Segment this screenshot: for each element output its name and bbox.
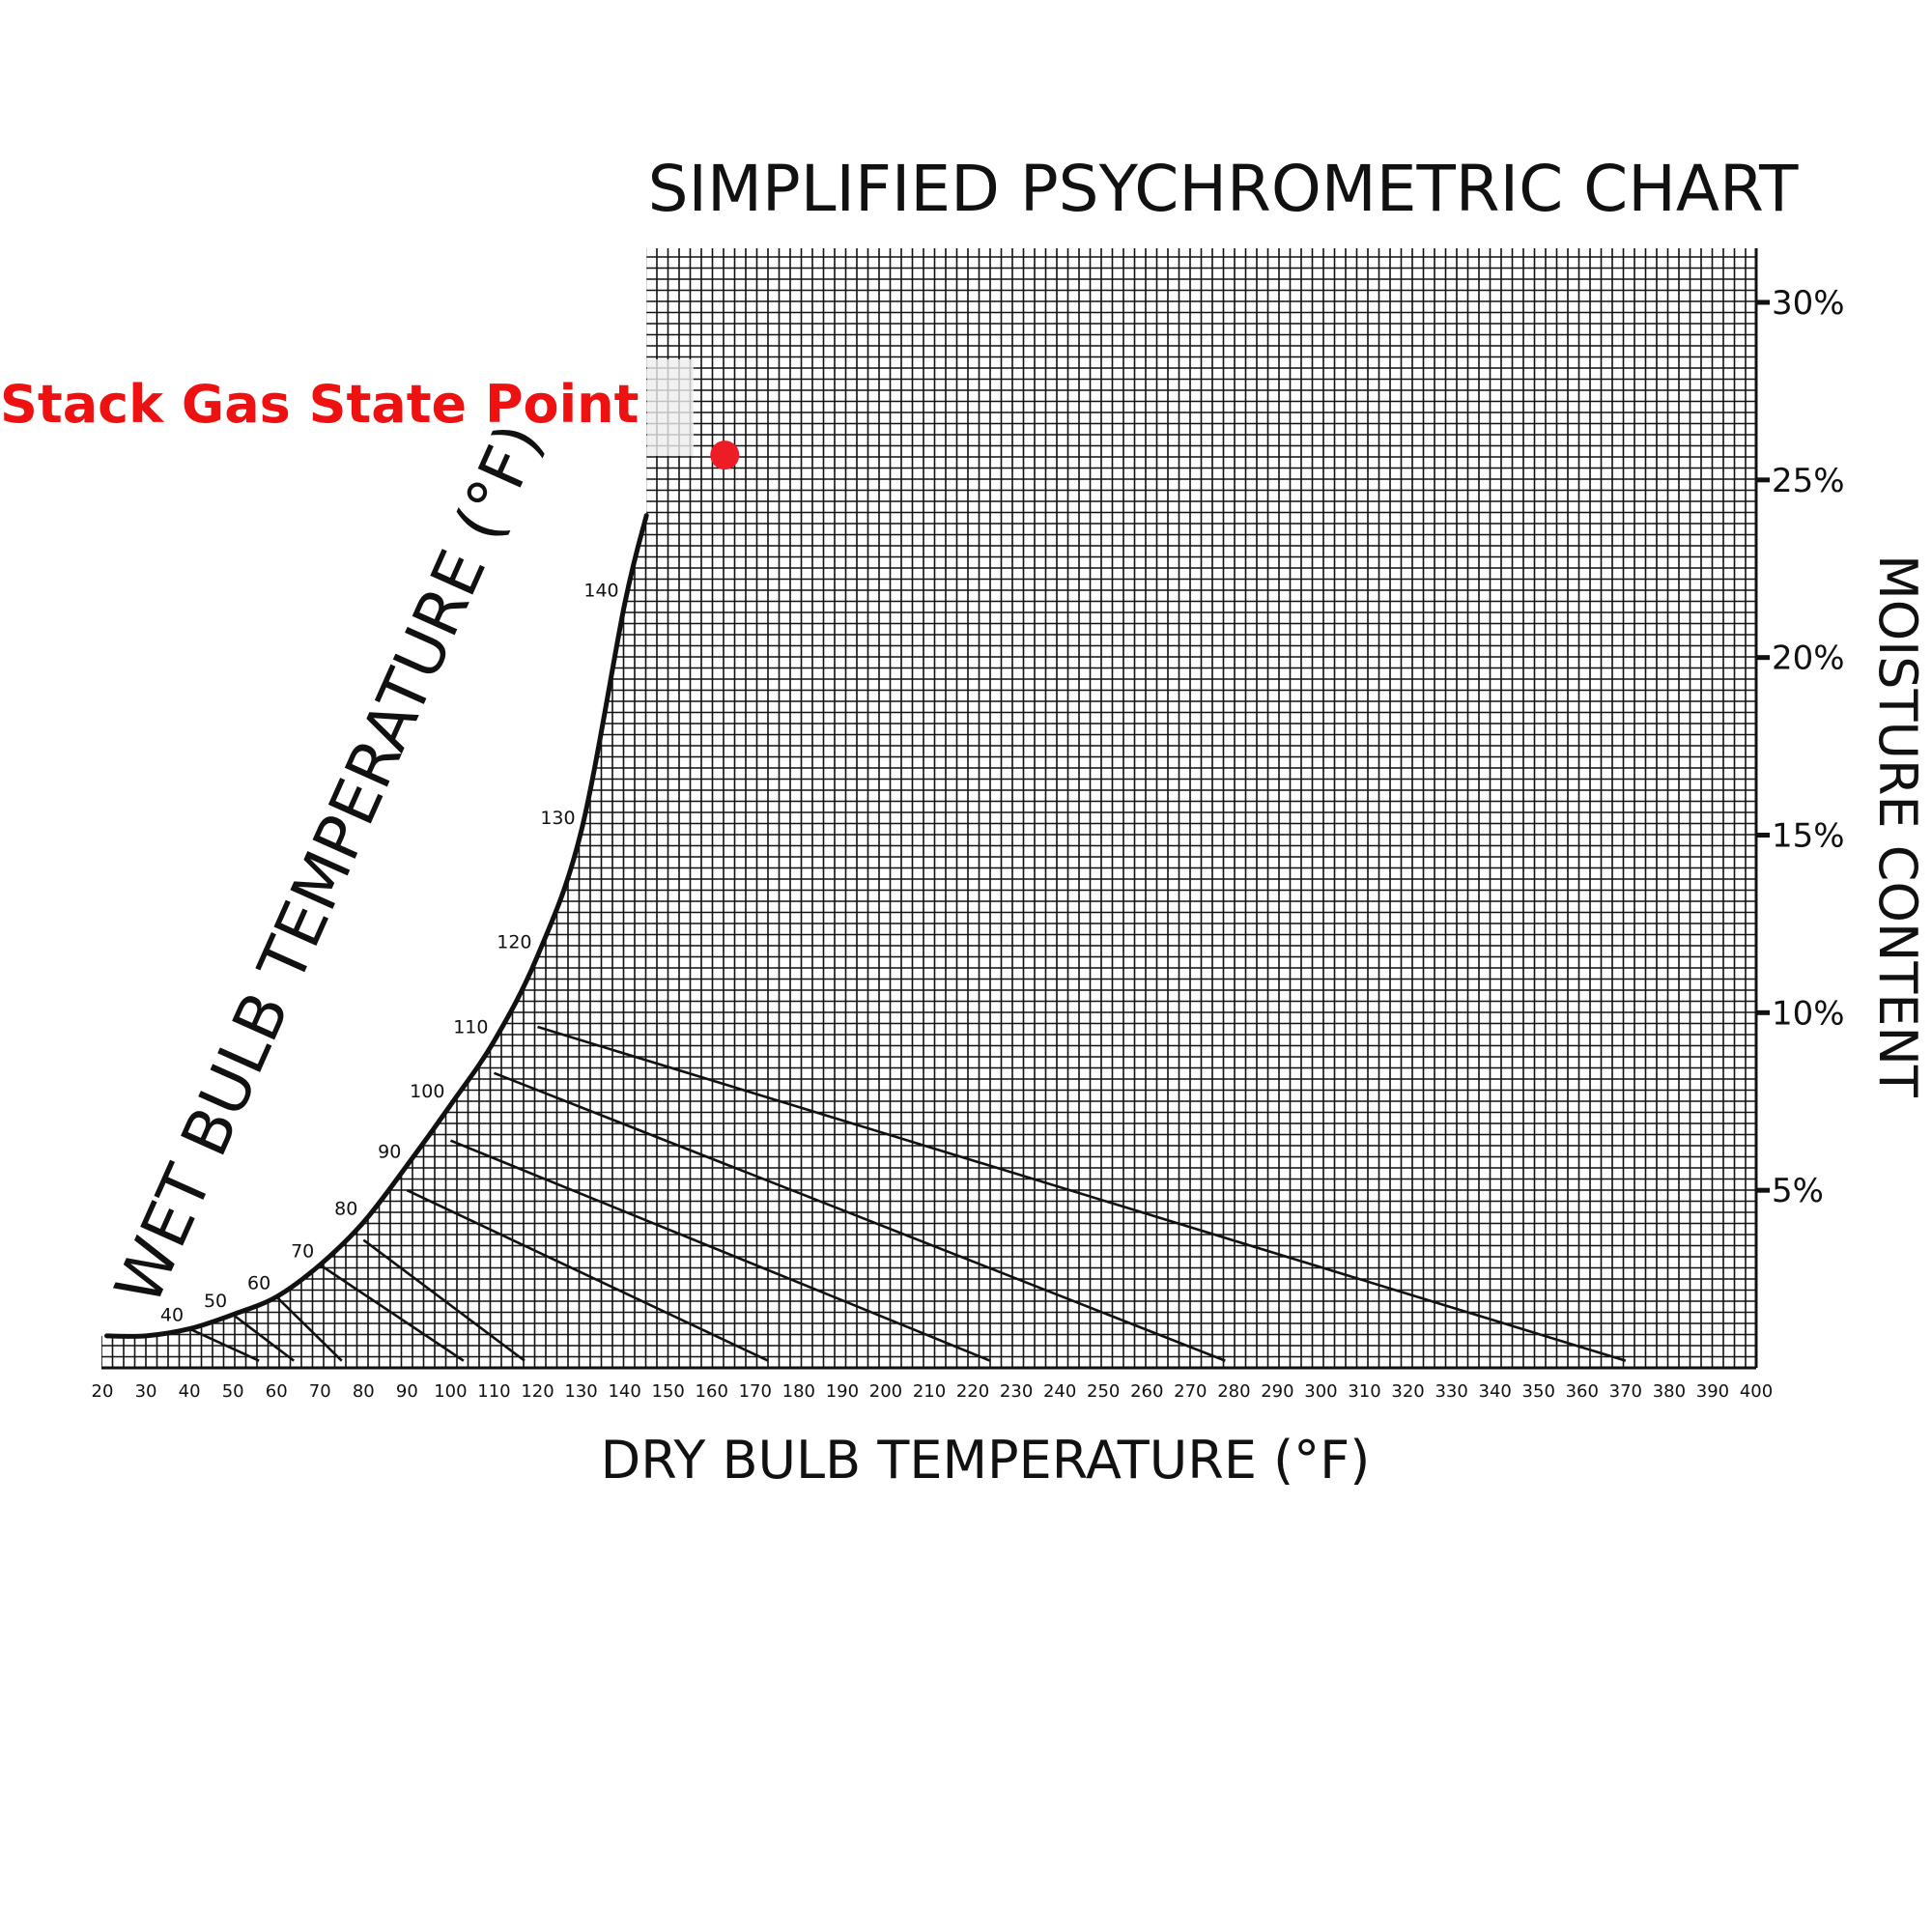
wet-bulb-label-110: 110: [453, 1017, 488, 1038]
x-tick-label: 40: [179, 1381, 201, 1402]
wet-bulb-line-90: [406, 1188, 769, 1362]
x-tick-label: 360: [1566, 1381, 1599, 1402]
wet-bulb-label-80: 80: [334, 1198, 357, 1219]
x-tick-label: 310: [1348, 1381, 1380, 1402]
y-ticks: 30% 25% 20% 15% 10% 5%: [1756, 284, 1845, 1210]
wet-bulb-line-80: [362, 1238, 526, 1362]
annotation-label: Stack Gas State Point: [0, 374, 639, 435]
saturation-curve: [104, 513, 649, 1339]
x-tick-label: 300: [1304, 1381, 1337, 1402]
x-tick-label: 210: [913, 1381, 946, 1402]
wet-bulb-label-60: 60: [247, 1272, 270, 1293]
x-tick-label: 110: [477, 1381, 510, 1402]
wet-bulb-label-90: 90: [378, 1141, 401, 1162]
chart-axes: [101, 248, 1758, 1370]
x-tick-label: 240: [1043, 1381, 1076, 1402]
x-tick-label: 270: [1174, 1381, 1207, 1402]
y-tick-label: 25%: [1772, 462, 1845, 500]
x-tick-label: 370: [1609, 1381, 1642, 1402]
wet-bulb-line-60: [275, 1295, 343, 1362]
x-tick-label: 70: [309, 1381, 331, 1402]
y-tick-label: 10%: [1772, 994, 1845, 1033]
x-tick-label: 400: [1740, 1381, 1773, 1402]
x-tick-label: 90: [396, 1381, 418, 1402]
x-tick-label: 350: [1522, 1381, 1555, 1402]
y-tick-label: 20%: [1772, 639, 1845, 678]
x-tick-label: 120: [521, 1381, 554, 1402]
wet-bulb-label-40: 40: [160, 1305, 184, 1326]
x-tick-label: 330: [1435, 1381, 1467, 1402]
x-tick-label: 140: [608, 1381, 640, 1402]
wet-bulb-label-100: 100: [410, 1081, 444, 1102]
x-tick-label: 160: [696, 1381, 728, 1402]
stack-gas-state-point: [710, 440, 740, 470]
wet-bulb-label-50: 50: [204, 1291, 227, 1312]
x-tick-label: 30: [135, 1381, 157, 1402]
x-tick-label: 280: [1217, 1381, 1250, 1402]
x-tick-label: 50: [222, 1381, 244, 1402]
y-tick-label: 30%: [1772, 284, 1845, 323]
wet-bulb-line-120: [537, 1025, 1627, 1362]
wet-bulb-line-40: [188, 1327, 260, 1362]
x-tick-label: 100: [434, 1381, 467, 1402]
x-tick-label: 200: [869, 1381, 902, 1402]
x-tick-label: 20: [92, 1381, 114, 1402]
wet-bulb-line-70: [319, 1264, 465, 1362]
x-tick-label: 80: [353, 1381, 375, 1402]
data-points: [710, 440, 740, 470]
x-tick-label: 260: [1130, 1381, 1163, 1402]
wet-bulb-axis-label: WET BULB TEMPERATURE (°F): [100, 412, 556, 1315]
y-tick-label: 15%: [1772, 817, 1845, 856]
wet-bulb-label-140: 140: [583, 581, 618, 602]
wet-bulb-label-130: 130: [540, 808, 575, 829]
x-tick-label: 220: [956, 1381, 989, 1402]
x-tick-label: 230: [1000, 1381, 1033, 1402]
x-tick-label: 180: [782, 1381, 815, 1402]
x-tick-label: 150: [652, 1381, 685, 1402]
x-tick-label: 190: [826, 1381, 859, 1402]
x-tick-label: 130: [564, 1381, 597, 1402]
x-axis-label: DRY BULB TEMPERATURE (°F): [601, 1430, 1371, 1491]
saturation-curve-group: [104, 513, 649, 1339]
x-tick-label: 250: [1087, 1381, 1120, 1402]
x-tick-label: 390: [1696, 1381, 1729, 1402]
wet-bulb-labels: 40 50 60 70 80 90 100 110 120 130 140: [160, 581, 619, 1326]
wet-bulb-label-70: 70: [291, 1240, 314, 1262]
y-axis-label: MOISTURE CONTENT: [1867, 554, 1928, 1098]
wet-bulb-line-100: [449, 1139, 991, 1362]
x-tick-label: 290: [1261, 1381, 1293, 1402]
wet-bulb-lines: [188, 1025, 1627, 1362]
x-tick-label: 320: [1391, 1381, 1424, 1402]
x-tick-label: 340: [1479, 1381, 1512, 1402]
x-tick-labels: 20 30 40 50 60 70 80 90 100 110 120 130 140 150 160 170…: [92, 1381, 1774, 1402]
y-tick-label: 5%: [1772, 1172, 1824, 1210]
wet-bulb-label-120: 120: [497, 932, 531, 953]
x-tick-label: 380: [1653, 1381, 1686, 1402]
wet-bulb-line-50: [232, 1313, 296, 1362]
annotation-highlight: [647, 359, 694, 456]
x-tick-label: 60: [266, 1381, 288, 1402]
chart-title: SIMPLIFIED PSYCHROMETRIC CHART: [648, 152, 1799, 226]
wet-bulb-line-110: [493, 1071, 1226, 1362]
x-tick-label: 170: [739, 1381, 772, 1402]
